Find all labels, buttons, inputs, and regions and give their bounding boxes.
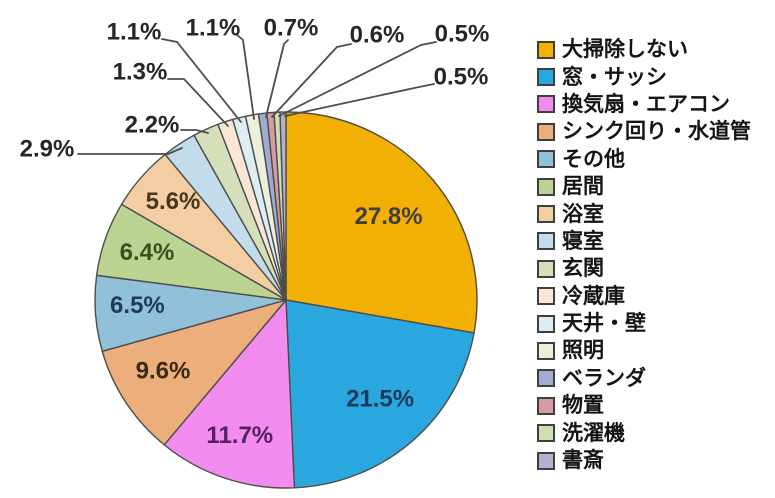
slice-percent-label-9: 2.2% [125,112,180,139]
pie-slice-4 [101,299,287,446]
slice-percent-label-4: 9.6% [136,358,191,385]
legend-item-14: 物置 [537,392,751,419]
legend-swatch [537,259,555,278]
legend-item-13: ベランダ [537,365,751,392]
slice-percent-label-3: 11.7% [206,422,273,449]
legend-label: 天井・壁 [562,312,646,336]
slice-percent-label-6: 6.4% [120,239,175,266]
legend-item-5: その他 [537,146,751,173]
legend-swatch [537,369,555,388]
slice-percent-label-15: 0.5% [435,21,490,48]
legend-label: 玄関 [562,257,604,281]
slice-percent-label-1: 27.8% [355,203,423,230]
legend-swatch [537,95,555,114]
leader-line-13 [265,39,289,118]
slice-percent-label-16: 0.5% [434,64,489,91]
legend-swatch [537,122,555,141]
legend-label: 換気扇・エアコン [562,92,730,116]
legend: 大掃除しない 窓・サッシ換気扇・エアコン シンク回り・水道管 その他居間浴室寝室玄関冷… [537,36,751,474]
legend-swatch [537,150,555,169]
legend-label: 居間 [562,175,604,199]
leader-line-16 [284,83,435,117]
legend-label: 寝室 [562,229,604,253]
legend-item-1: 大掃除しない [537,36,751,63]
legend-label: 物置 [562,394,604,418]
pie-slice-3 [163,299,296,489]
leader-line-12 [235,33,255,120]
legend-swatch [537,68,555,87]
slice-percent-label-12: 1.1% [186,15,241,42]
legend-item-6: 居間 [537,173,751,200]
slice-percent-label-11: 1.1% [107,19,162,46]
legend-item-16: 書斎 [537,447,751,474]
slice-percent-label-13: 0.7% [264,15,319,42]
slice-percent-label-8: 2.9% [20,136,75,163]
slice-percent-label-14: 0.6% [350,22,405,49]
legend-swatch [537,287,555,306]
legend-item-8: 寝室 [537,228,751,255]
slice-percent-label-5: 6.5% [110,292,165,319]
legend-item-2: 窓・サッシ [537,63,751,90]
legend-swatch [537,396,555,415]
legend-swatch [537,40,555,59]
leader-line-15 [278,41,437,117]
legend-label: 洗濯機 [562,421,625,445]
legend-label: その他 [562,147,625,171]
legend-label: 大掃除しない [562,38,688,62]
legend-label: 書斎 [562,449,604,473]
legend-swatch [537,205,555,224]
legend-item-4: シンク回り・水道管 [537,118,751,145]
legend-label: ベランダ [562,366,646,390]
leader-line-11 [161,38,242,123]
legend-swatch [537,314,555,333]
slice-percent-label-7: 5.6% [146,188,201,215]
legend-swatch [537,341,555,360]
slice-percent-label-2: 21.5% [346,386,414,413]
legend-item-3: 換気扇・エアコン [537,91,751,118]
legend-item-12: 照明 [537,337,751,364]
legend-label: 窓・サッシ [562,65,667,89]
legend-item-11: 天井・壁 [537,310,751,337]
pie-slice-1 [285,111,478,334]
legend-label: シンク回り・水道管 [562,120,751,144]
legend-swatch [537,232,555,251]
legend-item-10: 冷蔵庫 [537,283,751,310]
leader-line-10 [167,78,229,127]
pie-slice-2 [285,299,475,489]
legend-label: 冷蔵庫 [562,284,625,308]
legend-swatch [537,177,555,196]
legend-swatch [537,424,555,443]
slice-percent-label-10: 1.3% [113,59,168,86]
leader-line-14 [271,43,352,118]
legend-item-7: 浴室 [537,200,751,227]
legend-label: 浴室 [562,202,604,226]
legend-item-9: 玄関 [537,255,751,282]
legend-label: 照明 [562,339,604,363]
legend-item-15: 洗濯機 [537,419,751,446]
leader-line-8 [77,147,183,155]
legend-swatch [537,451,555,470]
leader-line-9 [180,129,209,134]
